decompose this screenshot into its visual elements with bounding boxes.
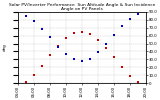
Y-axis label: deg: deg — [3, 44, 7, 51]
Title: Solar PV/Inverter Performance  Sun Altitude Angle & Sun Incidence Angle on PV Pa: Solar PV/Inverter Performance Sun Altitu… — [9, 3, 155, 11]
